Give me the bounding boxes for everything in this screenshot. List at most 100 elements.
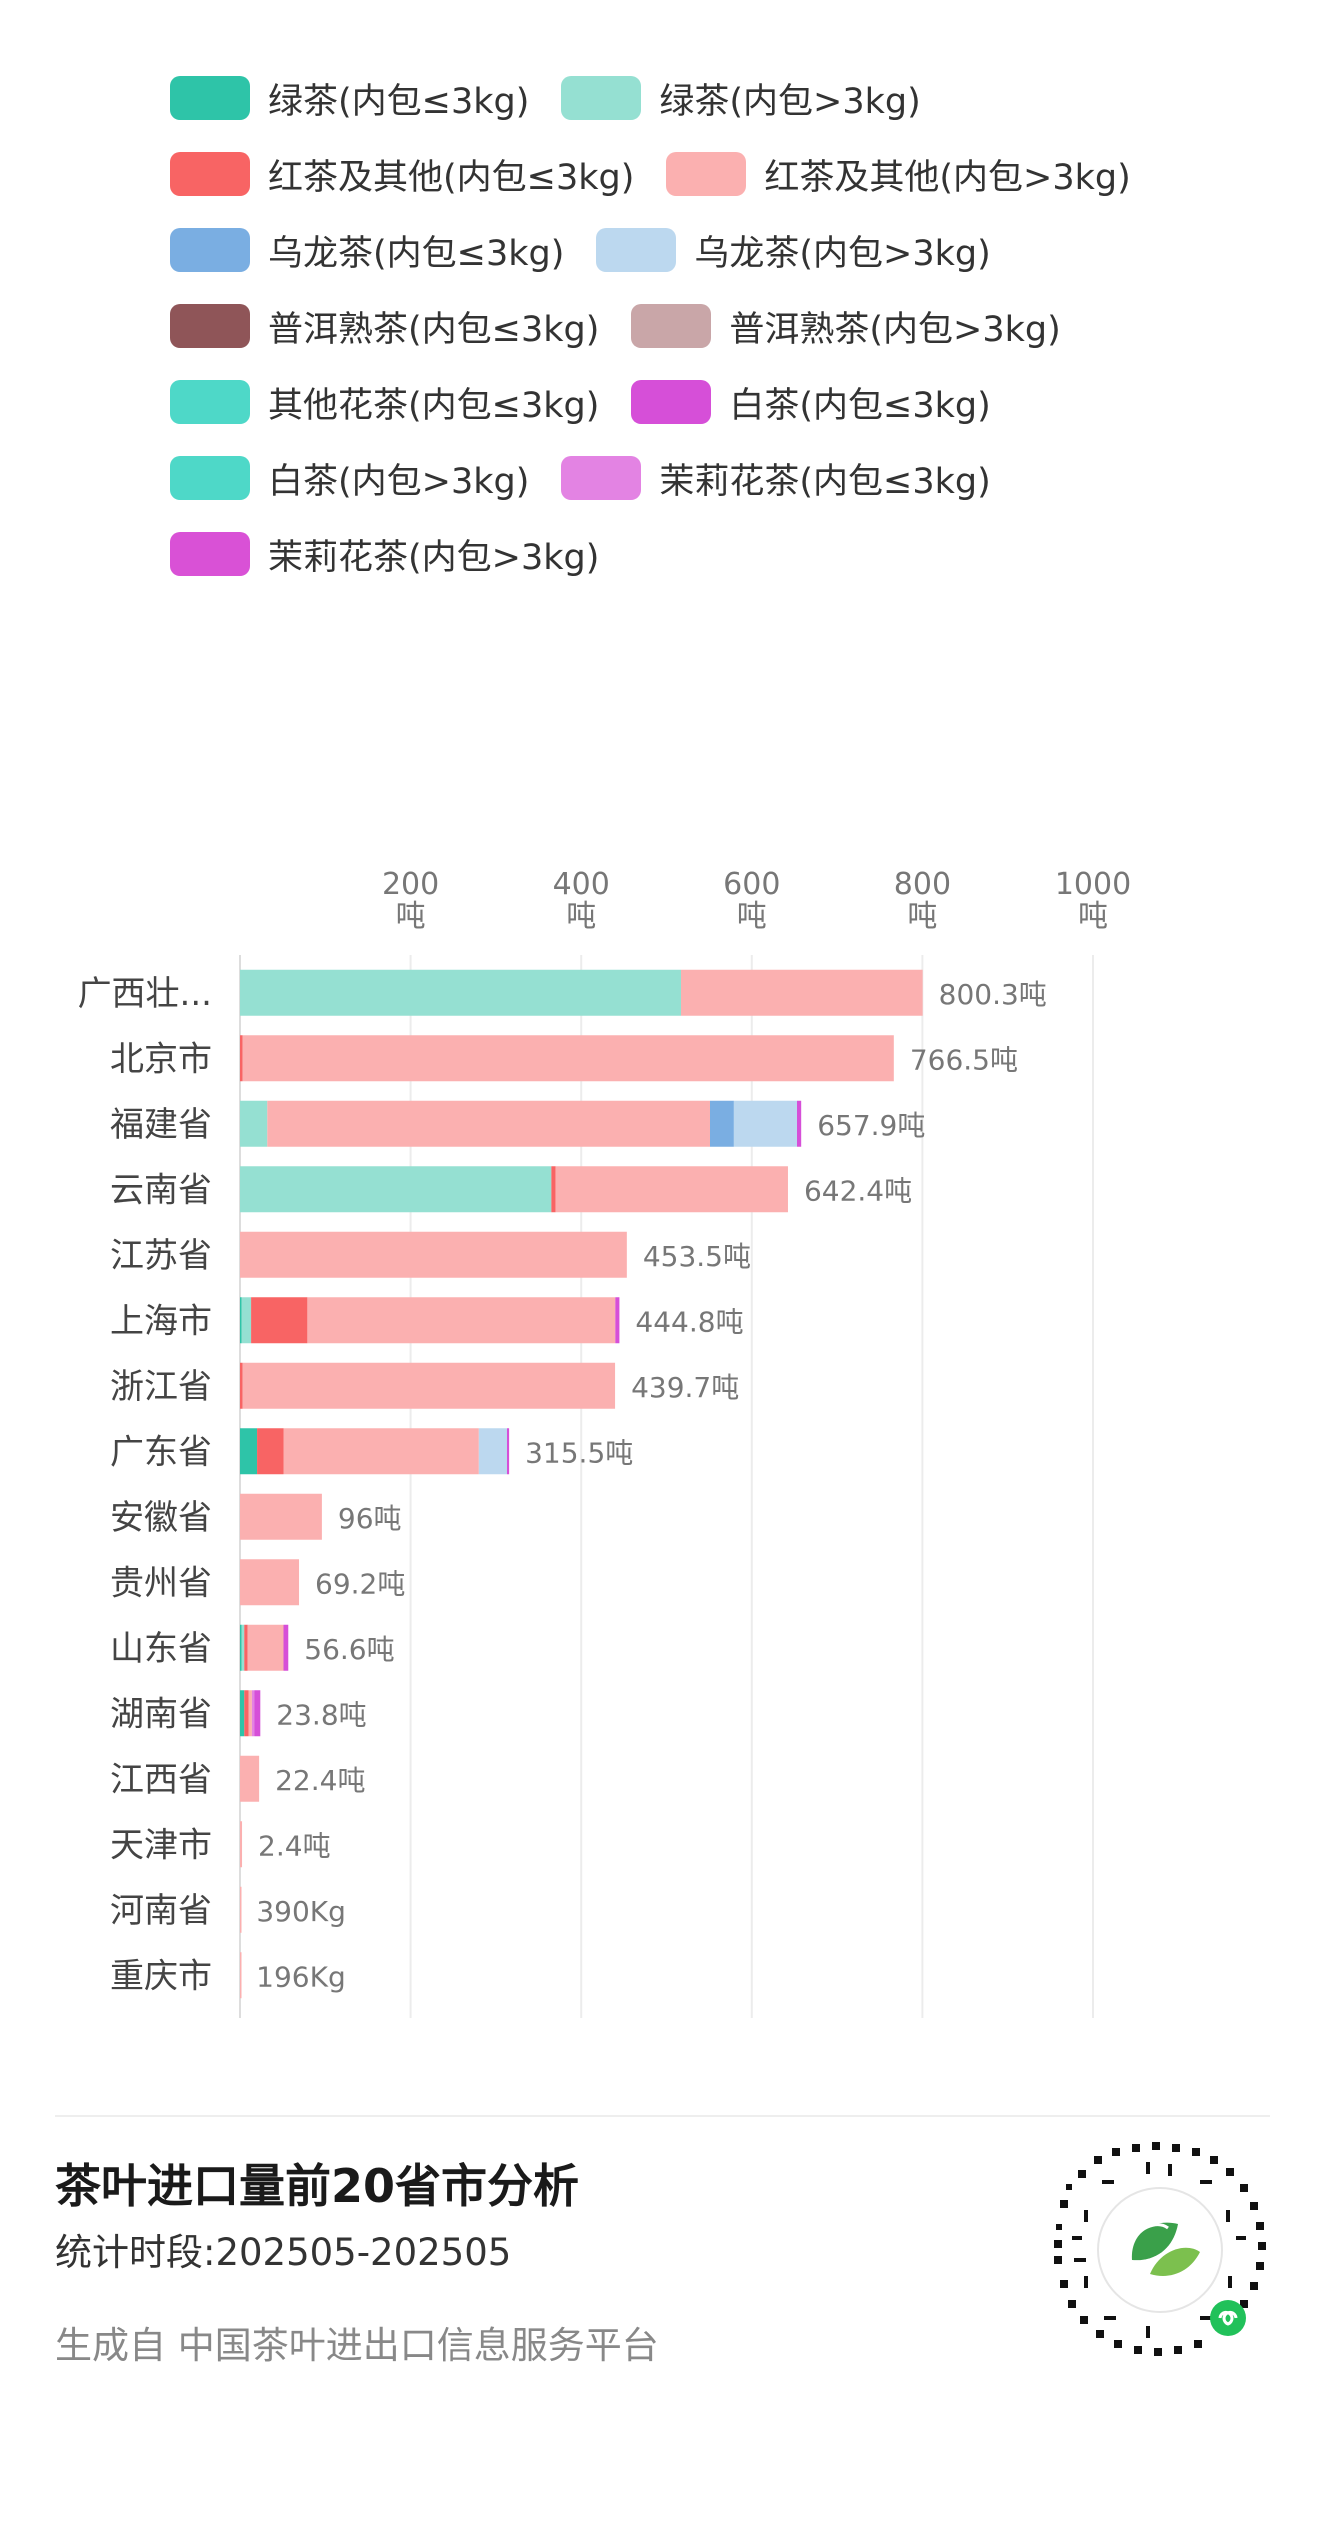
legend-label: 绿茶(内包≤3kg) bbox=[268, 81, 530, 122]
category-label: 山东省 bbox=[110, 1629, 212, 1669]
total-value-label: 642.4吨 bbox=[804, 1174, 912, 1207]
bar-segment bbox=[555, 1166, 788, 1213]
total-value-label: 800.3吨 bbox=[939, 978, 1047, 1011]
legend-label: 绿茶(内包>3kg) bbox=[659, 81, 921, 122]
legend-row: 普洱熟茶(内包≤3kg) 普洱熟茶(内包>3kg) bbox=[170, 288, 1270, 364]
category-label: 云南省 bbox=[110, 1170, 212, 1210]
bar-segment bbox=[710, 1100, 734, 1147]
total-value-label: 22.4吨 bbox=[275, 1764, 365, 1797]
bar-segment bbox=[681, 969, 923, 1016]
legend-item[interactable]: 乌龙茶(内包>3kg) bbox=[596, 225, 991, 276]
legend-swatch bbox=[631, 304, 712, 348]
legend-item[interactable]: 普洱熟茶(内包>3kg) bbox=[631, 301, 1061, 352]
bar-segment bbox=[240, 1428, 258, 1475]
bar-segment bbox=[240, 1821, 243, 1868]
legend-row: 乌龙茶(内包≤3kg) 乌龙茶(内包>3kg) bbox=[170, 212, 1270, 288]
bar-segment bbox=[240, 969, 682, 1016]
x-tick-label: 800 吨 bbox=[894, 867, 951, 934]
bar-segment bbox=[283, 1624, 289, 1671]
bar-segment bbox=[241, 1624, 245, 1671]
bar-segment bbox=[506, 1428, 510, 1475]
bar-segment bbox=[240, 1493, 322, 1540]
total-value-label: 196Kg bbox=[256, 1960, 346, 1993]
legend-label: 红茶及其他(内包≤3kg) bbox=[268, 157, 635, 198]
legend-item[interactable]: 其他花茶(内包≤3kg) bbox=[170, 377, 599, 428]
legend-label: 普洱熟茶(内包≤3kg) bbox=[268, 309, 600, 350]
bar-segment bbox=[240, 1166, 552, 1213]
bar-segment bbox=[267, 1100, 711, 1147]
bar-segment bbox=[242, 1035, 894, 1082]
legend-item[interactable]: 茉莉花茶(内包>3kg) bbox=[170, 529, 599, 580]
bar-segment bbox=[244, 1624, 248, 1671]
x-tick-label: 400 吨 bbox=[553, 867, 610, 934]
source-note: 生成自 中国茶叶进出口信息服务平台 bbox=[55, 2324, 659, 2367]
legend-item[interactable]: 茉莉花茶(内包≤3kg) bbox=[561, 453, 991, 504]
legend-label: 普洱熟茶(内包>3kg) bbox=[729, 309, 1061, 350]
chart-legend: 绿茶(内包≤3kg) 绿茶(内包>3kg) 红茶及其他(内包≤3kg) 红茶及其他(内… bbox=[170, 60, 1270, 592]
legend-item[interactable]: 红茶及其他(内包>3kg) bbox=[666, 149, 1131, 200]
bar-segment bbox=[240, 1362, 243, 1409]
category-label: 江西省 bbox=[110, 1760, 212, 1800]
legend-label: 白茶(内包≤3kg) bbox=[729, 385, 991, 426]
legend-item[interactable]: 乌龙茶(内包≤3kg) bbox=[170, 225, 564, 276]
legend-swatch bbox=[631, 380, 712, 424]
legend-row: 其他花茶(内包≤3kg) 白茶(内包≤3kg) bbox=[170, 364, 1270, 440]
bar-segment bbox=[478, 1428, 507, 1475]
bar-segment bbox=[551, 1166, 556, 1213]
bar-segment bbox=[240, 1755, 260, 1802]
legend-item[interactable]: 白茶(内包>3kg) bbox=[170, 453, 529, 504]
legend-label: 茉莉花茶(内包≤3kg) bbox=[659, 461, 991, 502]
total-value-label: 439.7吨 bbox=[631, 1371, 739, 1404]
bar-segment bbox=[247, 1624, 284, 1671]
category-label: 贵州省 bbox=[110, 1563, 212, 1603]
legend-swatch bbox=[170, 456, 250, 500]
category-label: 江苏省 bbox=[110, 1236, 212, 1276]
legend-item[interactable]: 红茶及其他(内包≤3kg) bbox=[170, 149, 634, 200]
category-label: 浙江省 bbox=[110, 1367, 212, 1407]
total-value-label: 69.2吨 bbox=[315, 1567, 405, 1600]
legend-label: 白茶(内包>3kg) bbox=[268, 461, 530, 502]
bar-segment bbox=[242, 1362, 616, 1409]
legend-label: 红茶及其他(内包>3kg) bbox=[764, 157, 1131, 198]
bar-segment bbox=[240, 1297, 242, 1344]
x-tick-label: 600 吨 bbox=[723, 867, 780, 934]
legend-item[interactable]: 绿茶(内包>3kg) bbox=[561, 73, 921, 124]
total-value-label: 315.5吨 bbox=[525, 1436, 633, 1469]
total-value-label: 56.6吨 bbox=[304, 1633, 394, 1666]
legend-item[interactable]: 绿茶(内包≤3kg) bbox=[170, 73, 529, 124]
statistic-period: 统计时段:202505-202505 bbox=[55, 2231, 512, 2274]
category-label: 北京市 bbox=[110, 1039, 212, 1079]
category-label: 重庆市 bbox=[110, 1956, 212, 1996]
category-label: 福建省 bbox=[110, 1105, 212, 1145]
legend-row: 绿茶(内包≤3kg) 绿茶(内包>3kg) bbox=[170, 60, 1270, 136]
legend-label: 乌龙茶(内包>3kg) bbox=[694, 233, 991, 274]
category-label: 广东省 bbox=[110, 1432, 212, 1472]
bar-segment bbox=[307, 1297, 616, 1344]
footer-divider bbox=[55, 2115, 1270, 2117]
bar-segment bbox=[244, 1690, 249, 1737]
bar-segment bbox=[240, 1624, 242, 1671]
legend-item[interactable]: 普洱熟茶(内包≤3kg) bbox=[170, 301, 599, 352]
category-label: 广西壮... bbox=[78, 974, 212, 1014]
mini-program-qr-code-icon[interactable] bbox=[1050, 2140, 1270, 2360]
total-value-label: 453.5吨 bbox=[643, 1240, 751, 1273]
bar-segment bbox=[240, 1690, 245, 1737]
category-label: 湖南省 bbox=[110, 1694, 212, 1734]
x-tick-label: 200 吨 bbox=[382, 867, 439, 934]
bar-segment bbox=[733, 1100, 798, 1147]
legend-item[interactable]: 白茶(内包≤3kg) bbox=[631, 377, 991, 428]
bar-segment bbox=[240, 1035, 243, 1082]
legend-row: 茉莉花茶(内包>3kg) bbox=[170, 516, 1270, 592]
bar-segment bbox=[254, 1690, 261, 1737]
legend-label: 乌龙茶(内包≤3kg) bbox=[268, 233, 565, 274]
category-label: 河南省 bbox=[110, 1891, 212, 1931]
total-value-label: 96吨 bbox=[338, 1502, 402, 1535]
bar-segment bbox=[240, 1952, 242, 1999]
bar-segment bbox=[241, 1297, 252, 1344]
category-label: 安徽省 bbox=[110, 1498, 212, 1538]
bar-segment bbox=[240, 1559, 300, 1606]
total-value-label: 2.4吨 bbox=[258, 1829, 331, 1862]
bar-segment bbox=[248, 1690, 252, 1737]
